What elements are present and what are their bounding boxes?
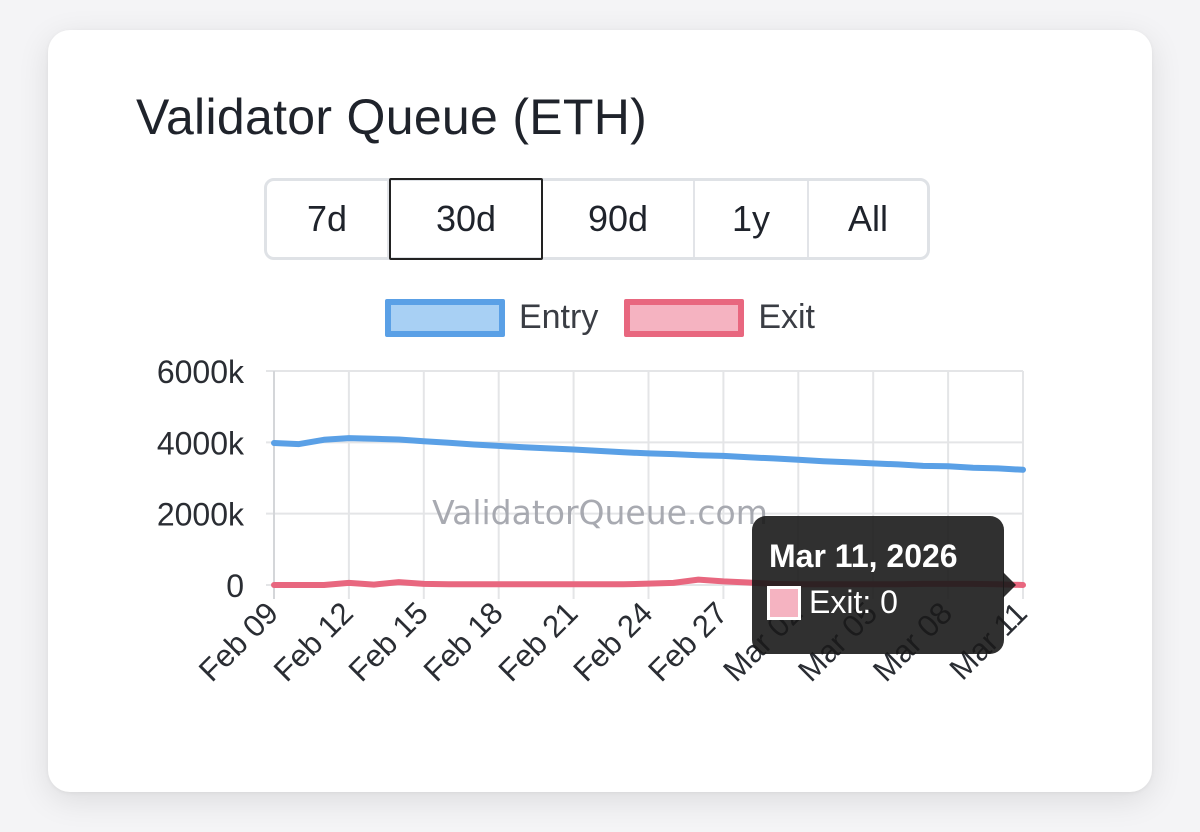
x-tick-label: Feb 21 [492, 595, 585, 688]
chart-tooltip: Mar 11, 2026 Exit: 0 [752, 516, 1016, 654]
chart-legend: Entry Exit [48, 298, 1152, 337]
watermark-text: ValidatorQueue.com [432, 493, 768, 532]
y-tick-label: 2000k [157, 497, 245, 533]
x-tick-label: Feb 15 [342, 595, 435, 688]
x-tick-label: Feb 12 [267, 595, 360, 688]
x-tick-label: Feb 27 [641, 595, 734, 688]
y-axis-labels: 6000k 4000k 2000k 0 [157, 354, 245, 604]
y-tick-label: 0 [226, 568, 244, 604]
legend-label-exit: Exit [758, 298, 816, 336]
legend-label-entry: Entry [518, 298, 599, 336]
x-tick-label: Feb 24 [566, 595, 659, 688]
legend-swatch-entry [384, 298, 505, 337]
chart-card: Validator Queue (ETH) 7d 30d 90d 1y All … [48, 30, 1152, 792]
tooltip-label: Exit: 0 [809, 584, 898, 620]
tooltip-arrow [1003, 572, 1016, 598]
y-tick-label: 6000k [157, 354, 245, 390]
range-button-1y[interactable]: 1y [695, 181, 809, 257]
tooltip-swatch [767, 585, 801, 620]
range-button-30d[interactable]: 30d [389, 178, 543, 260]
line-chart: ValidatorQueue.com 6000k 4000k 2000k 0 Feb … [157, 354, 1034, 688]
range-button-7d[interactable]: 7d [267, 181, 389, 257]
legend-swatch-exit [624, 298, 745, 337]
y-tick-label: 4000k [157, 425, 245, 461]
series-line-entry [271, 435, 1026, 473]
x-tick-label: Feb 09 [192, 595, 285, 688]
tooltip-title: Mar 11, 2026 [769, 538, 958, 574]
legend-item-exit[interactable]: Exit [624, 298, 815, 337]
range-button-all[interactable]: All [847, 198, 888, 239]
x-tick-label: Feb 18 [417, 595, 510, 688]
range-selector: 7d 30d 90d 1y All [264, 178, 930, 260]
tooltip-row: Exit: 0 [767, 584, 898, 621]
legend-item-entry[interactable]: Entry [384, 298, 599, 337]
range-button-90d[interactable]: 90d [543, 181, 695, 257]
page-title: Validator Queue (ETH) [136, 89, 648, 145]
